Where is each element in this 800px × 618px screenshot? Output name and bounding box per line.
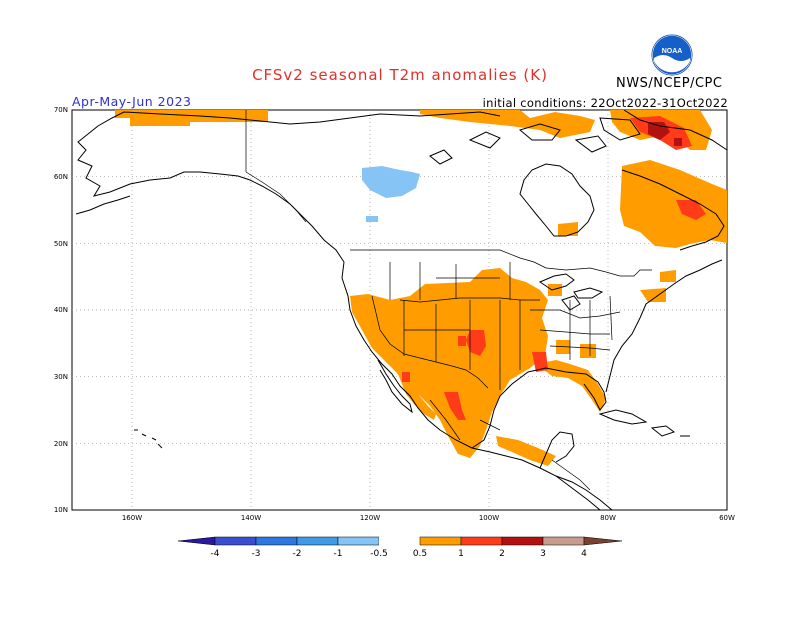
colorbar-label: 3 — [540, 549, 546, 559]
coastlines — [75, 109, 728, 511]
season-label: Apr-May-Jun 2023 — [72, 94, 192, 109]
colorbar-segment — [296, 536, 339, 546]
lat-label: 20N — [54, 440, 68, 448]
logo-text: NOAA — [662, 48, 683, 55]
lon-label: 100W — [479, 514, 499, 522]
colorbar-label: 4 — [581, 549, 587, 559]
colorbar-label: -1 — [334, 549, 343, 559]
lat-label: 50N — [54, 240, 68, 248]
colorbar-segment — [583, 536, 623, 546]
lon-label: 60W — [719, 514, 735, 522]
colorbar-label: 1 — [458, 549, 464, 559]
initial-conditions-label: initial conditions: 22Oct2022-31Oct2022 — [482, 96, 728, 110]
colorbar-segment — [337, 536, 380, 546]
map-title: CFSv2 seasonal T2m anomalies (K) — [252, 66, 548, 84]
latitude-labels: 70N 60N 50N 40N 30N 20N 10N — [54, 106, 68, 514]
lat-label: 70N — [54, 106, 68, 114]
colorbar-labels: -4 -3 -2 -1 -0.5 0.5 1 2 3 4 — [211, 549, 588, 559]
lat-label: 60N — [54, 173, 68, 181]
colorbar-label: -0.5 — [370, 549, 388, 559]
colorbar-label: 0.5 — [413, 549, 427, 559]
lat-label: 40N — [54, 306, 68, 314]
colorbar-segment — [419, 536, 462, 546]
noaa-logo: NOAA — [651, 34, 693, 76]
colorbar-segment — [177, 536, 216, 546]
longitude-labels: 160W 140W 120W 100W 80W 60W — [122, 514, 735, 522]
cool-anomaly-light — [362, 166, 420, 222]
colorbar-label: 2 — [499, 549, 505, 559]
political-borders — [245, 110, 652, 491]
colorbar-segment — [542, 536, 585, 546]
colorbar-segment — [379, 537, 420, 545]
lon-label: 140W — [241, 514, 261, 522]
lat-label: 30N — [54, 373, 68, 381]
colorbar-segment — [501, 536, 544, 546]
lon-label: 120W — [360, 514, 380, 522]
colorbar-label: -4 — [211, 549, 220, 559]
colorbar-segment — [255, 536, 298, 546]
colorbar-label: -3 — [252, 549, 261, 559]
lon-label: 80W — [600, 514, 616, 522]
colorbar-label: -2 — [293, 549, 302, 559]
lat-label: 10N — [54, 506, 68, 514]
colorbar-segment — [214, 536, 257, 546]
colorbar — [177, 536, 623, 546]
organization-label: NWS/NCEP/CPC — [616, 76, 723, 91]
colorbar-segment — [460, 536, 503, 546]
lon-label: 160W — [122, 514, 142, 522]
